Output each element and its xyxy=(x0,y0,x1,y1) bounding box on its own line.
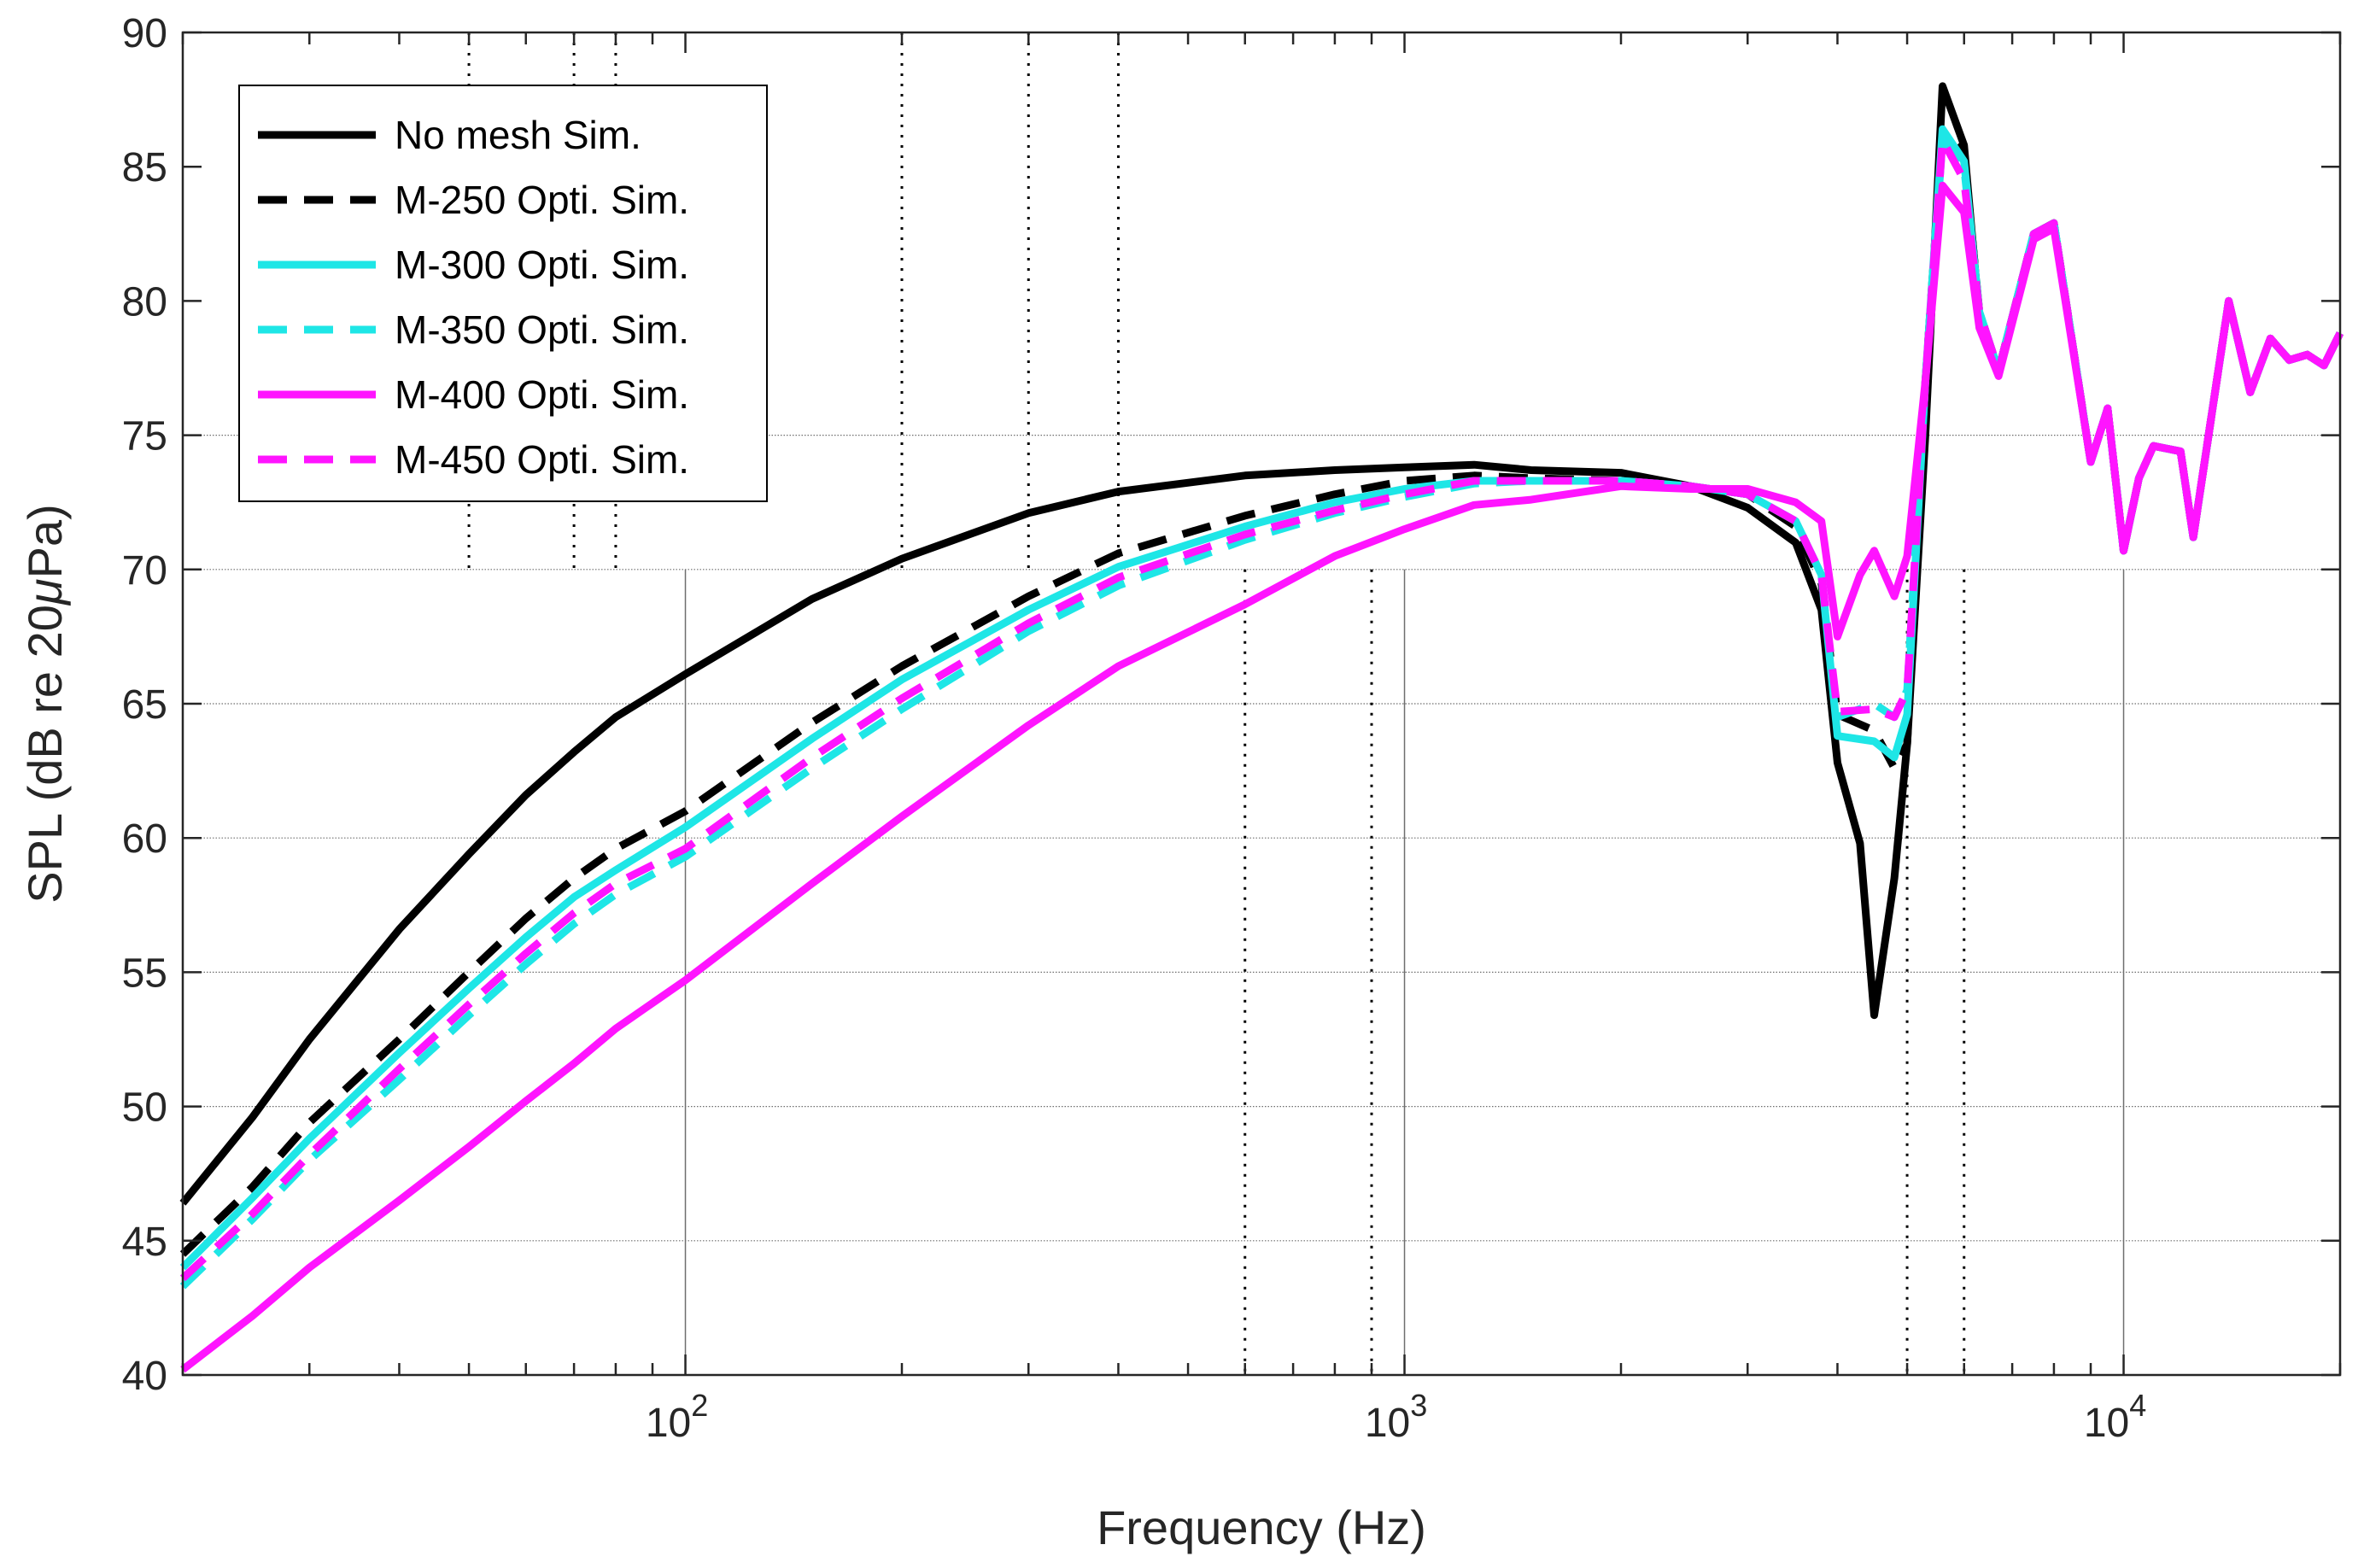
legend-label-6: M-450 Opti. Sim. xyxy=(395,437,689,482)
grid xyxy=(183,435,2340,1375)
x-tick-label: 103 xyxy=(1365,1388,1427,1446)
y-tick-label: 85 xyxy=(122,145,167,190)
y-tick-label: 55 xyxy=(122,951,167,996)
x-tick-label: 104 xyxy=(2084,1388,2146,1446)
x-tick-label: 102 xyxy=(646,1388,708,1446)
legend-label-2: M-250 Opti. Sim. xyxy=(395,178,689,222)
legend-box xyxy=(238,85,768,502)
y-axis-title-prefix: SPL (dB re 20 xyxy=(18,605,72,904)
y-tick-label: 75 xyxy=(122,414,167,459)
y-tick-label: 45 xyxy=(122,1220,167,1265)
axis-ticks: 40 45 50 55 60 65 70 75 80 85 90 102 103 104 xyxy=(122,11,2342,1446)
legend: No mesh Sim. M-250 Opti. Sim. M-300 Opti. … xyxy=(238,85,768,502)
y-axis-title: SPL (dB re 20μPa) xyxy=(18,504,72,904)
y-axis-title-mu: μ xyxy=(18,578,72,606)
y-tick-label: 70 xyxy=(122,548,167,594)
y-tick-label: 50 xyxy=(122,1085,167,1131)
y-axis-title-suffix: Pa) xyxy=(18,504,72,578)
legend-label-5: M-400 Opti. Sim. xyxy=(395,372,689,417)
y-tick-label: 65 xyxy=(122,682,167,728)
y-tick-label: 40 xyxy=(122,1354,167,1399)
legend-label-4: M-350 Opti. Sim. xyxy=(395,307,689,352)
y-tick-label: 80 xyxy=(122,279,167,325)
legend-label-3: M-300 Opti. Sim. xyxy=(395,243,689,287)
data-series xyxy=(179,82,2344,1373)
series-line-6 xyxy=(179,136,2344,1282)
x-axis-title: Frequency (Hz) xyxy=(1097,1501,1426,1554)
y-tick-label: 90 xyxy=(122,11,167,56)
legend-label-1: No mesh Sim. xyxy=(395,113,641,157)
y-tick-label: 60 xyxy=(122,816,167,862)
